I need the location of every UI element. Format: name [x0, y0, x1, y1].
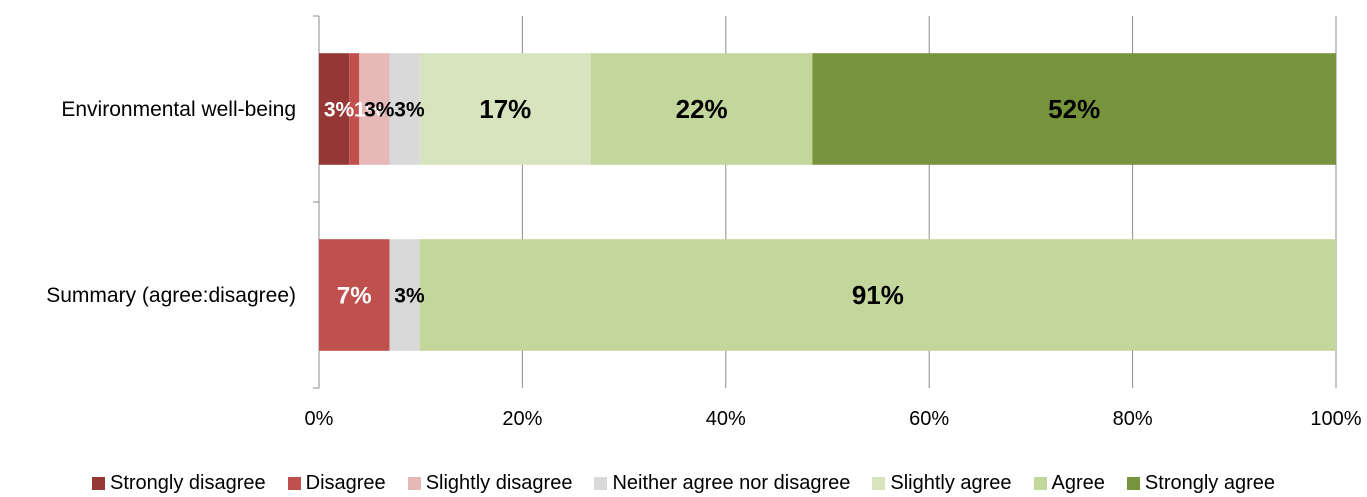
data-label: 3%: [394, 284, 425, 307]
category-label: Summary (agree:disagree): [46, 284, 296, 307]
bar-segment-disagree: [349, 53, 360, 165]
x-tick-label: 60%: [909, 408, 949, 430]
legend-swatch: [872, 477, 886, 490]
legend-label: Strongly disagree: [109, 472, 266, 494]
data-label: 22%: [676, 94, 728, 124]
legend-label: Strongly agree: [1144, 472, 1275, 494]
legend-item-strongly-agree: Strongly agree: [1126, 472, 1275, 495]
x-tick-label: 20%: [502, 408, 542, 430]
legend-swatch: [1033, 477, 1047, 490]
x-tick-label: 100%: [1310, 408, 1361, 430]
data-label: 3%: [394, 98, 425, 121]
x-tick-label: 0%: [305, 408, 334, 430]
data-label: 3%: [324, 98, 355, 121]
legend-item-agree: Agree: [1033, 472, 1105, 495]
bar-segment-neither-agree-nor-disagree: [389, 53, 420, 165]
bar-segment-strongly-disagree: [319, 53, 350, 165]
legend-swatch: [91, 477, 105, 490]
legend-swatch: [594, 477, 608, 490]
stacked-bar-chart: 0% 20% 40% 60% 80% 100% Environmental well-bei…: [46, 15, 1362, 430]
x-tick-label: 40%: [706, 408, 746, 430]
legend-item-slightly-disagree: Slightly disagree: [407, 472, 573, 495]
bar-segment-slightly-disagree: [359, 53, 390, 165]
data-label: 52%: [1048, 94, 1100, 124]
bar-segment-agree: [419, 239, 1336, 351]
bar-segment-disagree: [319, 239, 390, 351]
x-tick-label: 80%: [1113, 408, 1153, 430]
category-label: Environmental well-being: [61, 98, 296, 121]
data-label: 1%: [354, 98, 385, 121]
legend-label: Slightly disagree: [425, 472, 573, 494]
legend-label: Neither agree nor disagree: [612, 472, 851, 494]
legend-label: Agree: [1051, 472, 1105, 494]
legend-item-slightly-agree: Slightly agree: [872, 472, 1012, 495]
bar-segment-strongly-agree: [812, 53, 1336, 165]
legend-swatch: [287, 477, 301, 490]
chart-legend: Strongly disagree Disagree Slightly disagr…: [0, 470, 1367, 497]
legend-label: Slightly agree: [890, 472, 1012, 494]
legend-swatch: [1126, 477, 1140, 490]
legend-label: Disagree: [305, 472, 386, 494]
legend-swatch: [407, 477, 421, 490]
bar-segment-agree: [590, 53, 813, 165]
legend-item-disagree: Disagree: [287, 472, 386, 495]
bar-segment-neither-agree-nor-disagree: [389, 239, 420, 351]
bar-segment-slightly-agree: [419, 53, 591, 165]
data-label: 91%: [852, 280, 904, 310]
data-label: 17%: [479, 94, 531, 124]
data-label: 7%: [337, 282, 372, 309]
legend-item-neither-agree-nor-disagree: Neither agree nor disagree: [594, 472, 850, 495]
data-label: 3%: [364, 98, 395, 121]
legend-item-strongly-disagree: Strongly disagree: [91, 472, 266, 495]
